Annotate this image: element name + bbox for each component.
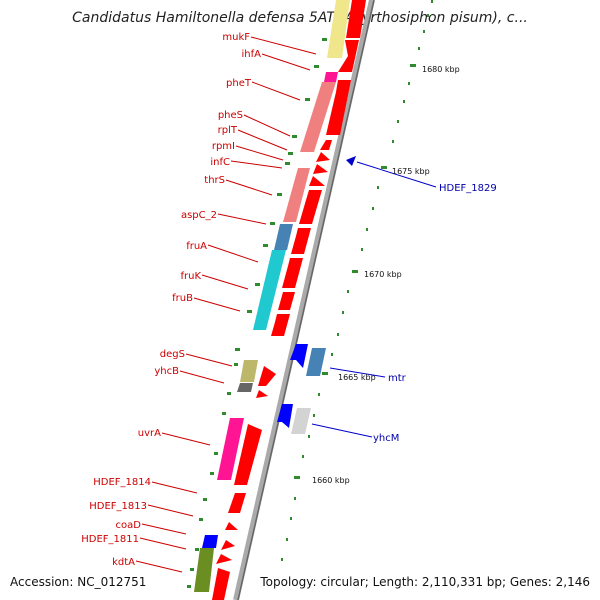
forward-genes (212, 0, 366, 600)
gene-arrow-pheT (326, 80, 351, 135)
genome-summary: Topology: circular; Length: 2,110,331 bp… (260, 575, 590, 589)
backbone-line (233, 0, 375, 600)
block-mukF (327, 0, 350, 58)
gene-arrow-infC (309, 176, 325, 186)
gene-arrow-rpmI (313, 164, 328, 174)
block-yhcM (291, 408, 311, 434)
block-kdtA (194, 548, 214, 592)
gene-arrow-mtr (290, 344, 308, 368)
tick-1670 (352, 270, 358, 273)
gene-arrow-thrS (299, 190, 322, 224)
leader-lines (135, 36, 317, 573)
gene-label: mtr (388, 373, 407, 384)
scale-ticks (281, 0, 433, 561)
gene-arrow-HDEF_1811 (216, 554, 232, 564)
map-title: Candidatus Hamiltonella defensa 5AT (Acy… (72, 10, 528, 26)
gene-arrow-aspC_2 (291, 228, 311, 254)
gene-arrow-HDEF_1813 (225, 522, 238, 530)
tick-1660 (294, 476, 300, 479)
left-gene-labels: mukF ihfA pheT pheS rplT rpmI infC thrS … (81, 32, 261, 568)
scale-label: 1670 kbp (364, 270, 402, 279)
gene-label: HDEF_1811 (81, 534, 139, 545)
gene-label: kdtA (112, 557, 135, 568)
leader-lines-right (311, 161, 437, 438)
accession-label: Accession: NC_012751 (10, 575, 147, 589)
gene-label: rpmI (212, 141, 235, 152)
gene-label: fruK (180, 271, 201, 282)
gene-label: mukF (222, 32, 250, 43)
gene-arrow-kdtA (212, 568, 230, 600)
block-mtr (306, 348, 326, 376)
gene-label: HDEF_1813 (89, 501, 147, 512)
gene-arrow-fruA (282, 258, 303, 288)
gene-arrow-degS (258, 366, 276, 386)
scale-labels: 1680 kbp 1675 kbp 1670 kbp 1665 kbp 1660… (312, 65, 460, 485)
tick-1665 (322, 372, 328, 375)
gene-label: pheS (218, 110, 243, 121)
block-ihfA (324, 72, 338, 82)
gene-arrow-uvrA (234, 424, 262, 485)
gene-arrow-mukF (346, 0, 366, 38)
block-pheT (300, 82, 336, 152)
gene-label: uvrA (138, 428, 161, 439)
gene-label: infC (210, 157, 230, 168)
tick-1675 (381, 166, 387, 169)
gene-label: fruB (172, 293, 193, 304)
gene-label: thrS (204, 175, 225, 186)
gene-label: rplT (218, 125, 238, 136)
gene-arrow-fruB (271, 314, 290, 336)
gene-label: yhcB (154, 366, 179, 377)
reverse-genes (277, 156, 356, 434)
block-fruA (253, 250, 286, 330)
gene-label: coaD (116, 520, 142, 531)
gene-arrow-HDEF_1829 (346, 156, 356, 166)
gene-label: yhcM (373, 433, 399, 444)
gene-arrow-HDEF_1814 (228, 493, 246, 513)
block-degS (240, 360, 258, 382)
block-HDEF_1811 (202, 535, 218, 548)
gene-label: HDEF_1814 (93, 477, 151, 488)
gene-arrow-ihfA (338, 40, 359, 72)
block-aspC_2 (274, 224, 293, 250)
block-yhcB (237, 383, 253, 392)
gene-label: HDEF_1829 (439, 183, 497, 194)
gene-arrow-pheS-small (320, 140, 332, 150)
scale-label: 1680 kbp (422, 65, 460, 74)
gene-label: degS (160, 349, 185, 360)
block-uvrA (217, 418, 244, 480)
gene-label: pheT (226, 78, 252, 89)
gene-label: aspC_2 (181, 210, 217, 221)
gene-arrow-yhcM (277, 404, 293, 428)
scale-label: 1665 kbp (338, 373, 376, 382)
scale-label: 1660 kbp (312, 476, 350, 485)
gene-arrow-yhcB (256, 390, 268, 398)
block-thrS (283, 168, 310, 222)
feature-blocks (194, 0, 350, 592)
backbone-edge (237, 0, 375, 600)
scale-label: 1675 kbp (392, 167, 430, 176)
tick-1680 (410, 64, 416, 67)
inner-ticks (187, 38, 327, 588)
right-gene-labels: HDEF_1829 mtr yhcM (373, 183, 497, 444)
gene-arrow-rplT (316, 152, 330, 162)
gene-label: fruA (186, 241, 207, 252)
gene-arrow-fruK (278, 292, 295, 310)
gene-arrow-coaD (221, 540, 235, 550)
gene-label: ihfA (242, 49, 262, 60)
